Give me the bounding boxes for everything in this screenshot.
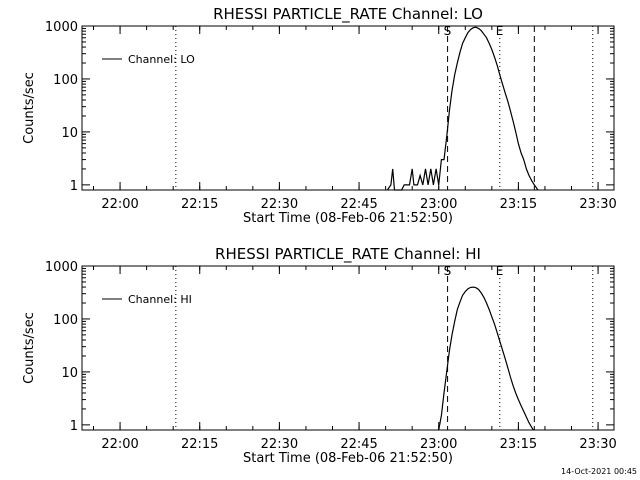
panel-2-x-tick-label: 23:15 xyxy=(500,437,537,452)
panel-1-x-tick-label: 22:30 xyxy=(261,197,298,212)
panel-2-y-tick-label: 1 xyxy=(70,419,78,434)
panel-1-plot-frame xyxy=(81,25,615,191)
panel-2-x-axis-label: Start Time (08-Feb-06 21:52:50) xyxy=(243,451,453,466)
panel-2-series-line xyxy=(438,286,534,431)
panel-1-x-tick-label: 22:45 xyxy=(340,197,377,212)
panel-2-plot-frame xyxy=(81,265,615,431)
panel-2-x-tick-label: 22:45 xyxy=(340,437,377,452)
panel-2-marker-label-s: S xyxy=(444,264,452,278)
panel-1-x-tick-label: 23:00 xyxy=(420,197,457,212)
footer-timestamp: 14-Oct-2021 00:45 xyxy=(561,467,637,476)
panel-2-x-tick-label: 22:00 xyxy=(101,437,138,452)
panel-1-y-tick-label: 1 xyxy=(70,179,78,194)
panel-2-y-tick-label: 100 xyxy=(53,313,78,328)
panel-2-title: RHESSI PARTICLE_RATE Channel: HI xyxy=(215,245,481,264)
panel-1-y-tick-label: 10 xyxy=(61,126,78,141)
panel-2-x-tick-label: 22:30 xyxy=(261,437,298,452)
panel-1-x-tick-label: 23:15 xyxy=(500,197,537,212)
panel-2-x-tick-label: 22:15 xyxy=(181,437,218,452)
panel-1-series-line xyxy=(386,26,539,191)
panel-1-legend-label: Channel: LO xyxy=(128,53,195,66)
panel-2-marker-label-e: E xyxy=(496,264,504,278)
panel-2-y-tick-label: 10 xyxy=(61,366,78,381)
panel-2-legend-label: Channel: HI xyxy=(128,293,192,306)
panel-1-y-axis-label: Counts/sec xyxy=(22,72,37,144)
panel-1-title: RHESSI PARTICLE_RATE Channel: LO xyxy=(213,5,483,24)
panel-2-x-tick-label: 23:30 xyxy=(579,437,616,452)
panel-2-x-tick-label: 23:00 xyxy=(420,437,457,452)
panel-1-x-tick-label: 22:15 xyxy=(181,197,218,212)
panel-1-x-axis-label: Start Time (08-Feb-06 21:52:50) xyxy=(243,211,453,226)
panel-1-marker-label-e: E xyxy=(496,24,504,38)
panel-2-y-tick-label: 1000 xyxy=(45,260,78,275)
panel-1-marker-label-s: S xyxy=(444,24,452,38)
panel-2-y-axis-label: Counts/sec xyxy=(22,312,37,384)
panel-1-x-tick-label: 23:30 xyxy=(579,197,616,212)
panel-1-x-tick-label: 22:00 xyxy=(101,197,138,212)
panel-1-y-tick-label: 100 xyxy=(53,73,78,88)
panel-1-y-tick-label: 1000 xyxy=(45,20,78,35)
